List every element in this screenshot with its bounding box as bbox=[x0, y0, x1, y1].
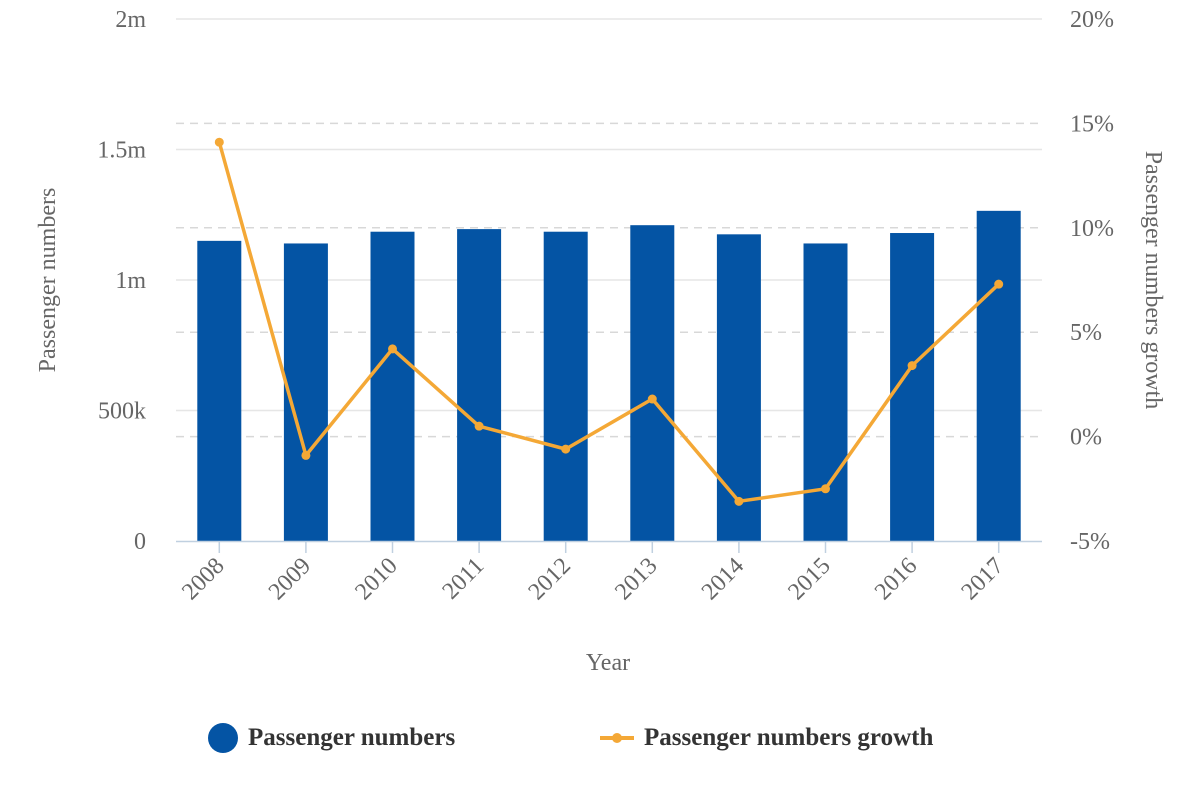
line-point[interactable] bbox=[907, 361, 917, 371]
x-axis bbox=[176, 540, 1042, 553]
y2-tick-label: 10% bbox=[1070, 216, 1114, 242]
legend-item-passenger-numbers-growth[interactable]: Passenger numbers growth bbox=[600, 718, 933, 758]
bar[interactable] bbox=[543, 231, 588, 541]
legend-label: Passenger numbers growth bbox=[644, 724, 934, 751]
bar[interactable] bbox=[283, 243, 328, 541]
y2-tick-label: 20% bbox=[1070, 7, 1114, 33]
x-tick-label: 2015 bbox=[783, 553, 835, 605]
circle-marker-icon bbox=[208, 723, 238, 753]
x-tick-label: 2008 bbox=[177, 553, 229, 605]
x-tick-label: 2011 bbox=[438, 553, 490, 605]
line-point[interactable] bbox=[474, 421, 484, 431]
bar[interactable] bbox=[457, 229, 502, 542]
y-tick-label: 2m bbox=[115, 7, 146, 33]
line-point[interactable] bbox=[561, 444, 571, 454]
tick-labels: 0 500k 1m 1.5m 2m -5% 0% 5% 10% 15% 20% 2008 2009 201… bbox=[97, 7, 1114, 605]
x-tick-label: 2010 bbox=[350, 553, 402, 605]
y-tick-label: 0 bbox=[134, 529, 146, 555]
x-tick-label: 2009 bbox=[264, 553, 316, 605]
line-point[interactable] bbox=[214, 137, 224, 147]
y-axis-title: Passenger numbers bbox=[35, 188, 61, 373]
x-tick-label: 2012 bbox=[524, 553, 576, 605]
bar[interactable] bbox=[197, 240, 242, 541]
line-point[interactable] bbox=[994, 279, 1004, 289]
x-tick-label: 2013 bbox=[610, 553, 662, 605]
x-tick-label: 2014 bbox=[697, 553, 749, 605]
line-point[interactable] bbox=[734, 496, 744, 506]
growth-line bbox=[217, 141, 1000, 504]
line-point[interactable] bbox=[647, 394, 657, 404]
y2-tick-label: -5% bbox=[1070, 529, 1110, 555]
y2-axis-title: Passenger numbers growth bbox=[1140, 151, 1166, 410]
line-point[interactable] bbox=[388, 344, 397, 354]
line-series bbox=[214, 137, 1004, 506]
line-point[interactable] bbox=[301, 450, 311, 460]
y-tick-label: 1m bbox=[115, 268, 146, 294]
x-tick-label: 2017 bbox=[957, 553, 1009, 605]
y2-tick-label: 0% bbox=[1070, 425, 1102, 451]
bar[interactable] bbox=[976, 210, 1021, 541]
bar[interactable] bbox=[803, 243, 848, 541]
line-marker-icon bbox=[600, 723, 634, 753]
x-tick-label: 2016 bbox=[870, 553, 922, 605]
y2-tick-label: 15% bbox=[1070, 111, 1114, 137]
x-axis-title: Year bbox=[586, 650, 630, 676]
legend-item-passenger-numbers[interactable]: Passenger numbers bbox=[208, 718, 455, 758]
y-tick-label: 1.5m bbox=[97, 138, 146, 164]
legend: Passenger numbers Passenger numbers grow… bbox=[0, 718, 1200, 758]
y2-tick-label: 5% bbox=[1070, 320, 1102, 346]
bar[interactable] bbox=[716, 234, 761, 541]
legend-label: Passenger numbers bbox=[248, 724, 456, 751]
y-tick-label: 500k bbox=[98, 399, 146, 425]
bar-series bbox=[197, 210, 1021, 542]
line-point[interactable] bbox=[821, 484, 830, 494]
bar[interactable] bbox=[630, 225, 675, 541]
bar[interactable] bbox=[370, 231, 415, 541]
